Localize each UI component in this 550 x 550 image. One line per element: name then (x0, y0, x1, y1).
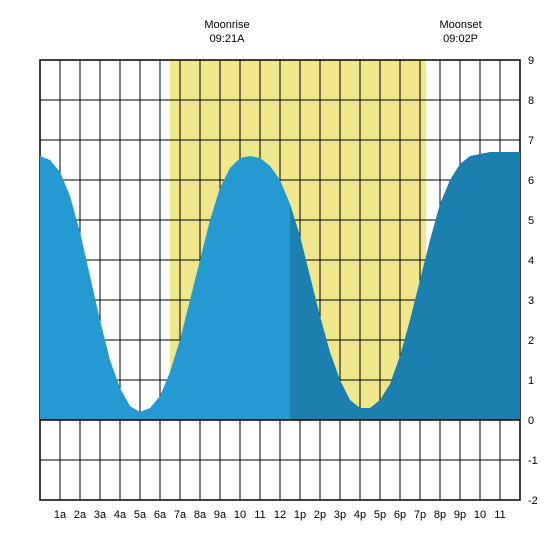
x-tick-label: 9p (454, 509, 466, 521)
x-tick-label: 4p (354, 509, 366, 521)
x-tick-label: 11 (254, 509, 265, 521)
y-tick-label: 6 (528, 175, 534, 187)
x-tick-label: 3p (334, 509, 346, 521)
x-tick-label: 3a (94, 509, 107, 521)
x-tick-label: 1a (54, 509, 67, 521)
x-tick-label: 10 (474, 509, 486, 521)
x-tick-label: 5p (374, 509, 386, 521)
x-tick-label: 5a (134, 509, 147, 521)
x-tick-label: 6p (394, 509, 406, 521)
y-tick-label: 4 (528, 255, 534, 267)
moonset-label: Moonset (439, 19, 481, 31)
x-tick-label: 7p (414, 509, 426, 521)
x-tick-label: 1p (294, 509, 306, 521)
x-tick-label: 9a (214, 509, 227, 521)
y-tick-label: 5 (528, 215, 534, 227)
y-tick-label: -1 (528, 455, 538, 467)
y-tick-label: 3 (528, 295, 534, 307)
x-tick-label: 10 (234, 509, 246, 521)
y-tick-label: -2 (528, 495, 538, 507)
x-tick-label: 2a (74, 509, 87, 521)
x-tick-label: 2p (314, 509, 326, 521)
y-tick-label: 0 (528, 415, 534, 427)
x-tick-label: 12 (274, 509, 286, 521)
moonset-time: 09:02P (443, 33, 478, 45)
y-tick-label: 8 (528, 95, 534, 107)
y-tick-label: 2 (528, 335, 534, 347)
x-tick-label: 7a (174, 509, 187, 521)
x-tick-label: 8p (434, 509, 446, 521)
moonrise-label: Moonrise (204, 19, 249, 31)
y-tick-label: 9 (528, 55, 534, 67)
chart-svg: -2-101234567891a2a3a4a5a6a7a8a9a1011121p… (0, 0, 550, 550)
y-tick-label: 1 (528, 375, 534, 387)
y-tick-label: 7 (528, 135, 534, 147)
x-tick-label: 6a (154, 509, 167, 521)
moonrise-time: 09:21A (210, 33, 246, 45)
tide-chart: -2-101234567891a2a3a4a5a6a7a8a9a1011121p… (0, 0, 550, 550)
x-tick-label: 11 (494, 509, 505, 521)
x-tick-label: 4a (114, 509, 127, 521)
x-tick-label: 8a (194, 509, 207, 521)
